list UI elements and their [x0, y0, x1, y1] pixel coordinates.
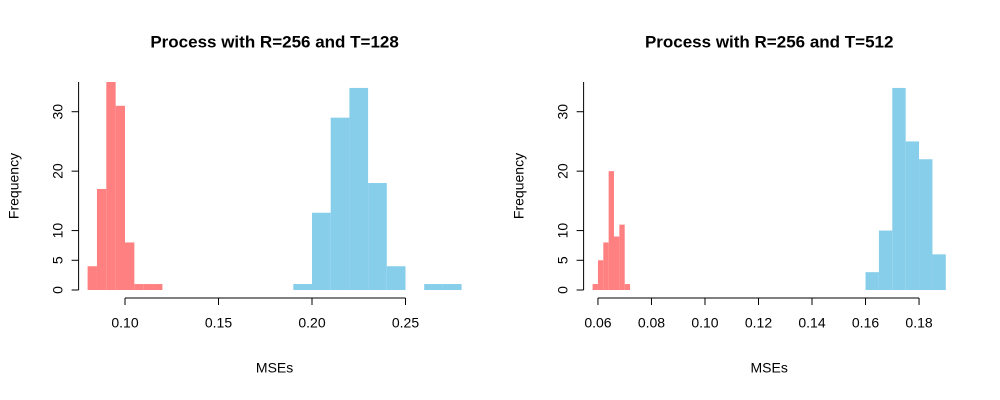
chart-title: Process with R=256 and T=512 — [645, 32, 894, 51]
bar — [386, 266, 406, 290]
bar — [865, 272, 879, 290]
bar — [603, 242, 609, 290]
y-axis-label: Frequency — [510, 153, 526, 219]
x-axis-label: MSEs — [751, 360, 788, 376]
x-tick-label: 0.16 — [852, 315, 879, 331]
x-tick-label: 0.10 — [691, 315, 718, 331]
bar — [293, 284, 312, 290]
bar — [424, 284, 443, 290]
bar — [905, 141, 920, 290]
y-axis-label: Frequency — [5, 153, 21, 219]
y-tick-label: 20 — [49, 163, 65, 179]
x-tick-label: 0.18 — [905, 315, 932, 331]
bar — [106, 82, 116, 290]
x-axis-label: MSEs — [256, 360, 293, 376]
y-tick-label: 5 — [49, 256, 65, 264]
x-tick-label: 0.20 — [298, 315, 325, 331]
x-tick-label: 0.15 — [205, 315, 232, 331]
bar — [932, 254, 946, 290]
y-tick-label: 30 — [49, 104, 65, 120]
bar — [143, 284, 154, 290]
bar — [87, 266, 97, 290]
x-tick-label: 0.06 — [584, 315, 611, 331]
bar — [442, 284, 462, 290]
bar — [368, 183, 387, 290]
x-tick-label: 0.08 — [638, 315, 665, 331]
bar — [624, 284, 631, 290]
y-tick-label: 0 — [554, 286, 570, 294]
bar — [619, 224, 625, 290]
x-tick-label: 0.10 — [111, 315, 138, 331]
y-tick-label: 20 — [554, 163, 570, 179]
bar — [125, 242, 135, 290]
bar — [614, 236, 620, 290]
bar — [892, 87, 906, 290]
bar — [349, 87, 369, 290]
bar — [608, 171, 615, 290]
y-tick-label: 10 — [554, 223, 570, 239]
bar — [592, 284, 598, 290]
y-tick-label: 0 — [49, 286, 65, 294]
y-tick-label: 5 — [554, 256, 570, 264]
bar — [597, 260, 604, 290]
bar — [134, 284, 144, 290]
x-tick-label: 0.25 — [392, 315, 419, 331]
y-tick-label: 30 — [554, 104, 570, 120]
bar — [330, 117, 350, 291]
chart-title: Process with R=256 and T=128 — [150, 32, 399, 51]
bar — [96, 188, 107, 290]
bar — [153, 284, 163, 290]
bar — [878, 230, 893, 290]
bar — [115, 105, 125, 291]
x-tick-label: 0.14 — [798, 315, 825, 331]
y-tick-label: 10 — [49, 223, 65, 239]
bar — [919, 159, 933, 290]
bar — [312, 212, 331, 290]
x-tick-label: 0.12 — [745, 315, 772, 331]
